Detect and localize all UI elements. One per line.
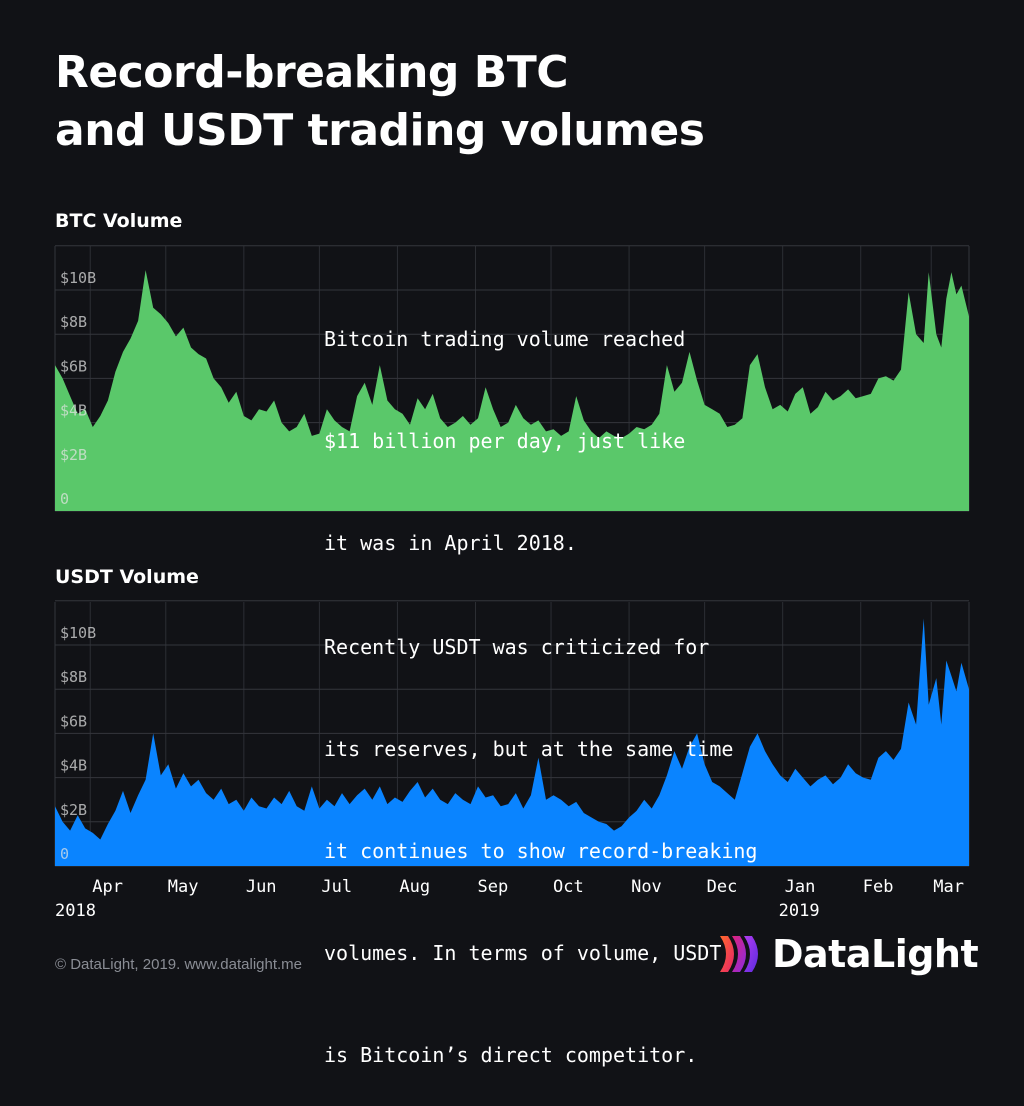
x-tick-year-label: 2018 bbox=[55, 901, 96, 921]
usdt-annotation-line: volumes. In terms of volume, USDT bbox=[324, 941, 722, 965]
btc-y-tick-label: $2B bbox=[60, 446, 87, 464]
x-tick-label: Nov bbox=[631, 877, 662, 897]
usdt-volume-area bbox=[55, 618, 969, 866]
usdt-annotation: Recently USDT was criticized for its res… bbox=[324, 562, 757, 1106]
title-line-1: Record-breaking BTC bbox=[55, 47, 569, 98]
usdt-annotation-line: it continues to show record-breaking bbox=[324, 839, 758, 863]
x-tick-year-label: 2019 bbox=[779, 901, 820, 921]
x-tick-label: May bbox=[168, 877, 199, 897]
usdt-y-tick-label: $6B bbox=[60, 712, 87, 730]
brand-name: DataLight bbox=[772, 932, 979, 976]
btc-volume-area bbox=[55, 270, 969, 511]
x-tick-label: Mar bbox=[933, 877, 964, 897]
x-tick-label: Dec bbox=[707, 877, 738, 897]
btc-y-tick-label: $6B bbox=[60, 357, 87, 375]
usdt-y-tick-label: $8B bbox=[60, 668, 87, 686]
x-tick-label: Apr bbox=[92, 877, 123, 897]
usdt-y-tick-label: $10B bbox=[60, 624, 96, 642]
btc-y-tick-label: $8B bbox=[60, 313, 87, 331]
btc-y-tick-label: $4B bbox=[60, 402, 87, 420]
x-tick-label: Sep bbox=[477, 877, 508, 897]
page-title: Record-breaking BTC and USDT trading vol… bbox=[55, 44, 955, 160]
btc-chart-title: BTC Volume bbox=[55, 210, 183, 232]
btc-y-tick-label: $10B bbox=[60, 269, 96, 287]
x-tick-label: Jan bbox=[785, 877, 816, 897]
usdt-annotation-line: Recently USDT was criticized for bbox=[324, 635, 710, 659]
x-tick-label: Oct bbox=[553, 877, 584, 897]
btc-annotation-line: $11 billion per day, just like bbox=[324, 429, 686, 453]
datalight-logo-icon bbox=[720, 936, 758, 972]
usdt-y-tick-label: $4B bbox=[60, 757, 87, 775]
btc-annotation-line: Bitcoin trading volume reached bbox=[324, 327, 686, 351]
x-tick-label: Feb bbox=[863, 877, 894, 897]
usdt-annotation-line: its reserves, but at the same time bbox=[324, 737, 734, 761]
usdt-y-tick-label: 0 bbox=[60, 845, 69, 863]
btc-y-tick-label: 0 bbox=[60, 490, 69, 508]
usdt-chart-title: USDT Volume bbox=[55, 566, 199, 588]
x-axis: Apr 2018 May Jun Jul Aug Sep Oct Nov Dec Jan 2019 Fe… bbox=[55, 877, 964, 921]
usdt-chart: 0 $2B $4B $6B $8B $10B bbox=[54, 600, 970, 867]
footer-copyright: © DataLight, 2019. www.datalight.me bbox=[55, 956, 303, 973]
x-tick-label: Aug bbox=[399, 877, 430, 897]
x-tick-label: Jun bbox=[246, 877, 277, 897]
btc-chart: 0 $2B $4B $6B $8B $10B bbox=[54, 245, 970, 512]
btc-annotation-line: it was in April 2018. bbox=[324, 531, 577, 555]
btc-annotation: Bitcoin trading volume reached $11 billi… bbox=[324, 254, 685, 594]
x-tick-label: Jul bbox=[321, 877, 352, 897]
usdt-y-tick-label: $2B bbox=[60, 801, 87, 819]
charts-canvas: 0 $2B $4B $6B $8B $10B 0 $2B $4B $6B $8B $10B Apr 201… bbox=[54, 245, 970, 921]
title-line-2: and USDT trading volumes bbox=[55, 105, 705, 156]
usdt-annotation-line: is Bitcoin’s direct competitor. bbox=[324, 1043, 698, 1067]
brand-logo: DataLight bbox=[718, 930, 979, 978]
